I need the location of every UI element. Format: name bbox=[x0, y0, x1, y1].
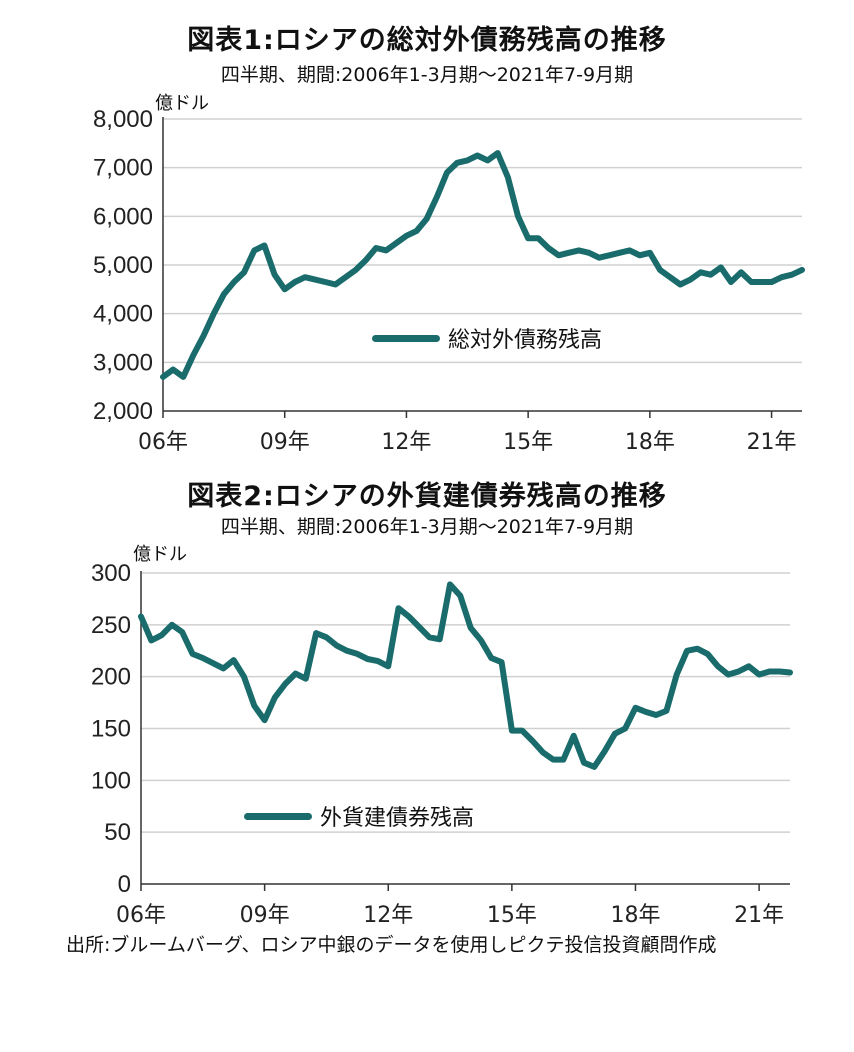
chart1-legend-label: 総対外債務残高 bbox=[448, 328, 603, 353]
chart2-x-tick-label: 18年 bbox=[610, 903, 660, 928]
chart2-y-tick-label: 50 bbox=[104, 819, 131, 846]
chart2-x-tick-label: 06年 bbox=[116, 903, 166, 928]
chart2-series-line bbox=[138, 581, 793, 770]
chart2-y-tick-label: 300 bbox=[91, 560, 131, 587]
chart2-y-tick-label: 100 bbox=[91, 767, 131, 794]
chart1-subtitle: 四半期、期間:2006年1-3月期～2021年7-9月期 bbox=[220, 64, 634, 86]
chart2-x-tick-label: 09年 bbox=[240, 903, 290, 928]
chart1-y-tick-label: 6,000 bbox=[93, 203, 153, 230]
chart2-y-tick-label: 150 bbox=[91, 716, 131, 743]
chart1-series-line bbox=[160, 150, 805, 380]
chart2-x-tick-label: 21年 bbox=[734, 903, 784, 928]
chart1-x-tick-label: 18年 bbox=[625, 430, 675, 455]
source-note: 出所:ブルームバーグ、ロシア中銀のデータを使用しピクテ投信投資顧問作成 bbox=[66, 934, 717, 956]
chart1-x-tick-label: 09年 bbox=[260, 430, 310, 455]
chart2-legend: 外貨建債券残高 bbox=[244, 800, 474, 832]
chart1-y-tick-label: 3,000 bbox=[93, 349, 153, 376]
chart1-x-tick-label: 21年 bbox=[747, 430, 797, 455]
chart1-legend: 総対外債務残高 bbox=[372, 322, 602, 354]
chart2-y-tick-label: 200 bbox=[91, 664, 131, 691]
chart2-x-tick-label: 12年 bbox=[363, 903, 413, 928]
chart1-y-tick-label: 5,000 bbox=[93, 252, 153, 279]
chart2-y-tick-label: 250 bbox=[91, 612, 131, 639]
chart1-x-tick-label: 06年 bbox=[138, 430, 188, 455]
chart1-y-tick-label: 2,000 bbox=[93, 398, 153, 425]
chart1-title: 図表1:ロシアの総対外債務残高の推移 bbox=[187, 25, 667, 56]
chart2-y-tick-label: 0 bbox=[118, 871, 131, 898]
chart1-legend-swatch bbox=[372, 334, 440, 342]
chart1-y-tick-label: 4,000 bbox=[93, 301, 153, 328]
chart2-title: 図表2:ロシアの外貨建債券残高の推移 bbox=[187, 481, 667, 512]
chart2-subtitle: 四半期、期間:2006年1-3月期～2021年7-9月期 bbox=[220, 516, 634, 538]
chart1-x-tick-label: 12年 bbox=[381, 430, 431, 455]
chart1-y-tick-label: 8,000 bbox=[93, 106, 153, 133]
chart2-legend-label: 外貨建債券残高 bbox=[320, 806, 475, 831]
chart1-x-tick-label: 15年 bbox=[503, 430, 553, 455]
chart2-legend-swatch bbox=[244, 812, 312, 820]
chart1-unit-label: 億ドル bbox=[155, 93, 209, 114]
chart2-plot: 0 50 100 150 200 250 300 06年 09年 12年 15年 18年 21年 bbox=[91, 560, 793, 928]
chart1-y-tick-label: 7,000 bbox=[93, 155, 153, 182]
chart2-x-tick-label: 15年 bbox=[487, 903, 537, 928]
chart2-unit-label: 億ドル bbox=[133, 544, 187, 565]
chart1-plot: 2,000 3,000 4,000 5,000 6,000 7,000 8,000 06年 09… bbox=[93, 106, 805, 455]
